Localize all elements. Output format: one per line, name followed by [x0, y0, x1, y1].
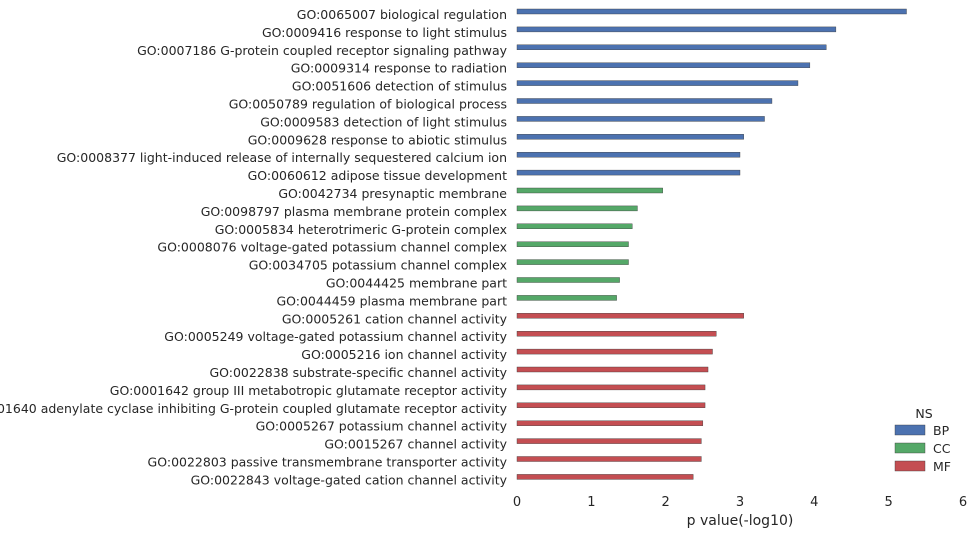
bar-mf	[516, 474, 694, 480]
bar-cc	[516, 223, 633, 230]
legend-label: BP	[933, 423, 950, 438]
category-label: GO:0005261 cation channel activity	[282, 311, 508, 326]
legend-label: MF	[933, 459, 951, 474]
bar-cc	[516, 205, 638, 212]
bars	[516, 8, 907, 480]
category-label: GO:0009628 response to abiotic stimulus	[248, 132, 507, 147]
bar-cc	[516, 277, 620, 283]
x-axis-ticks: 0 1 2 3 4 5 6	[513, 495, 967, 510]
x-tick-label: 3	[736, 495, 744, 510]
legend: NS BP CC MF	[894, 406, 951, 474]
category-label: GO:0005216 ion channel activity	[301, 347, 507, 362]
category-label: GO:0044459 plasma membrane part	[276, 293, 507, 308]
category-label: GO:0015267 channel activity	[324, 437, 507, 452]
legend-swatch-cc	[894, 442, 926, 454]
x-tick-label: 4	[810, 495, 818, 510]
category-label: GO:0008377 light-induced release of inte…	[57, 150, 507, 165]
category-label: GO:0009314 response to radiation	[291, 61, 507, 76]
category-labels: GO:0065007 biological regulation GO:00094…	[0, 7, 508, 487]
bar-mf	[516, 456, 702, 462]
category-label: GO:0050789 regulation of biological proc…	[229, 97, 507, 112]
category-label: GO:0005249 voltage-gated potassium chann…	[164, 329, 507, 344]
category-label: GO:0098797 plasma membrane protein compl…	[201, 204, 507, 219]
bar-bp	[516, 169, 741, 176]
category-label: GO:0008076 voltage-gated potassium chann…	[157, 240, 507, 255]
legend-swatch-bp	[894, 424, 926, 436]
bar-bp	[516, 80, 799, 86]
category-label: GO:0007186 G-protein coupled receptor si…	[137, 43, 508, 58]
bar-mf	[516, 420, 704, 426]
x-tick-label: 1	[587, 495, 595, 510]
x-axis-title: p value(-log10)	[687, 513, 794, 529]
bar-mf	[516, 366, 709, 373]
x-tick-label: 2	[662, 495, 670, 510]
bar-mf	[516, 348, 713, 355]
x-tick-label: 6	[959, 495, 967, 510]
bar-mf	[516, 384, 706, 391]
category-label: GO:0001642 group III metabotropic glutam…	[110, 383, 508, 398]
category-label: GO:0009416 response to light stimulus	[262, 25, 507, 40]
category-label: GO:0042734 presynaptic membrane	[278, 186, 507, 201]
bar-bp	[516, 151, 741, 158]
bar-bp	[516, 134, 744, 140]
category-label: GO:0034705 potassium channel complex	[249, 258, 507, 273]
legend-label: CC	[933, 441, 951, 456]
category-label: GO:0005834 heterotrimeric G-protein comp…	[215, 222, 507, 237]
x-tick-label: 5	[885, 495, 893, 510]
bar-mf	[516, 402, 706, 408]
bar-bp	[516, 98, 773, 104]
bar-cc	[516, 187, 663, 194]
category-label: GO:0022838 substrate-specific channel ac…	[209, 365, 507, 380]
category-label: GO:0001640 adenylate cyclase inhibiting …	[0, 401, 508, 416]
bar-bp	[516, 44, 827, 50]
bar-bp	[516, 8, 907, 15]
category-label: GO:0065007 biological regulation	[297, 7, 507, 22]
bar-bp	[516, 62, 811, 68]
bar-mf	[516, 331, 717, 337]
bar-bp	[516, 26, 837, 33]
category-label: GO:0009583 detection of light stimulus	[260, 114, 507, 129]
bar-cc	[516, 295, 617, 301]
category-label: GO:0051606 detection of stimulus	[292, 79, 507, 94]
category-label: GO:0060612 adipose tissue development	[248, 168, 508, 183]
bar-mf	[516, 313, 744, 319]
category-label: GO:0005267 potassium channel activity	[256, 419, 508, 434]
legend-swatch-mf	[894, 460, 926, 472]
bar-bp	[516, 116, 765, 122]
bar-cc	[516, 259, 629, 265]
category-label: GO:0022803 passive transmembrane transpo…	[148, 455, 508, 470]
legend-title: NS	[915, 406, 932, 421]
bar-mf	[516, 438, 702, 444]
bar-cc	[516, 241, 629, 247]
category-label: GO:0044425 membrane part	[326, 276, 507, 291]
x-tick-label: 0	[513, 495, 521, 510]
category-label: GO:0022843 voltage-gated cation channel …	[191, 472, 508, 487]
